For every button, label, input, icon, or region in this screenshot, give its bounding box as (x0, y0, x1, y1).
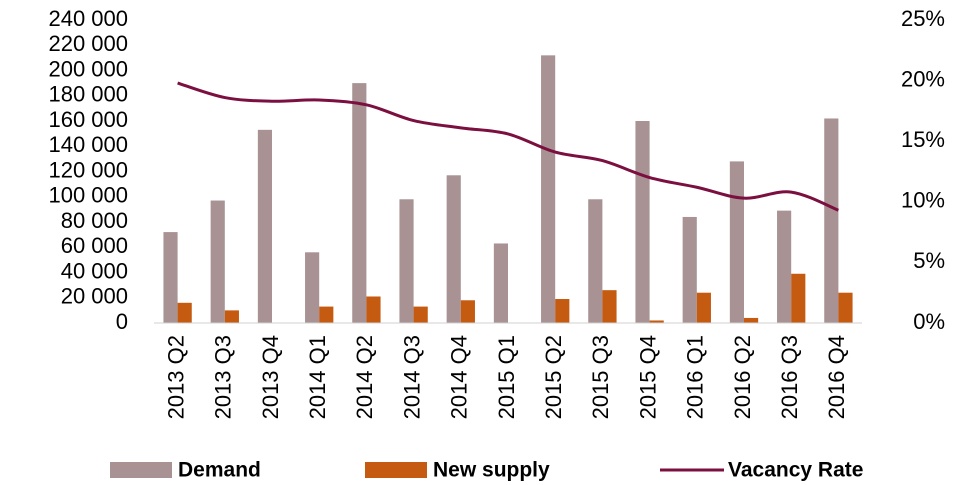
x-tick-label: 2016 Q2 (730, 335, 755, 419)
y-tick-label: 0 (116, 309, 128, 334)
y-tick-label: 240 000 (48, 6, 128, 31)
x-tick-label: 2013 Q4 (258, 335, 283, 419)
legend-swatch (110, 462, 172, 478)
x-tick-label: 2014 Q3 (399, 335, 424, 419)
bar (177, 302, 192, 323)
bar (555, 299, 570, 323)
y-tick-label: 60 000 (61, 233, 128, 258)
y2-tick-label: 15% (901, 127, 945, 152)
bar (210, 200, 225, 323)
x-tick-label: 2016 Q4 (824, 335, 849, 419)
y-tick-label: 120 000 (48, 157, 128, 182)
x-tick-label: 2015 Q4 (635, 335, 660, 419)
bar (602, 290, 617, 323)
bar (791, 273, 806, 323)
x-tick-label: 2014 Q1 (305, 335, 330, 419)
y2-tick-label: 0% (913, 309, 945, 334)
bar (305, 252, 320, 323)
x-tick-label: 2016 Q1 (683, 335, 708, 419)
legend-label: New supply (433, 459, 550, 482)
bar (588, 199, 603, 323)
bar (257, 129, 272, 323)
y2-tick-label: 20% (901, 66, 945, 91)
bar (541, 55, 556, 323)
x-tick-label: 2014 Q2 (352, 335, 377, 419)
bar (413, 306, 428, 323)
bar (729, 161, 744, 323)
bar (493, 243, 508, 323)
y-tick-label: 160 000 (48, 107, 128, 132)
x-tick-label: 2015 Q3 (588, 335, 613, 419)
y-tick-label: 20 000 (61, 284, 128, 309)
y-tick-label: 200 000 (48, 56, 128, 81)
bar (224, 310, 239, 323)
y-tick-label: 40 000 (61, 258, 128, 283)
bar (163, 232, 178, 323)
bar (838, 292, 853, 323)
y-tick-label: 100 000 (48, 183, 128, 208)
bar (777, 210, 792, 323)
bar (696, 292, 711, 323)
y2-tick-label: 10% (901, 188, 945, 213)
bar (460, 300, 475, 323)
bar (352, 83, 367, 323)
x-tick-label: 2014 Q4 (447, 335, 472, 419)
bar (635, 121, 650, 323)
y-tick-label: 80 000 (61, 208, 128, 233)
x-tick-label: 2015 Q1 (494, 335, 519, 419)
y-tick-label: 220 000 (48, 31, 128, 56)
line (177, 81, 839, 212)
legend-label: Demand (178, 459, 261, 482)
x-tick-label: 2016 Q3 (777, 335, 802, 419)
bar (649, 320, 664, 323)
bar (366, 296, 381, 323)
legend-label: Vacancy Rate (728, 459, 863, 482)
bar (399, 199, 414, 323)
bar (824, 118, 839, 323)
y-tick-label: 180 000 (48, 82, 128, 107)
legend-swatch (365, 462, 427, 478)
x-tick-label: 2013 Q2 (163, 335, 188, 419)
bar (446, 175, 461, 323)
x-tick-label: 2015 Q2 (541, 335, 566, 419)
bar (319, 306, 334, 323)
y2-tick-label: 5% (913, 248, 945, 273)
y-tick-label: 140 000 (48, 132, 128, 157)
x-tick-label: 2013 Q3 (211, 335, 236, 419)
bar (744, 317, 759, 323)
bar (682, 216, 697, 323)
y2-tick-label: 25% (901, 6, 945, 31)
